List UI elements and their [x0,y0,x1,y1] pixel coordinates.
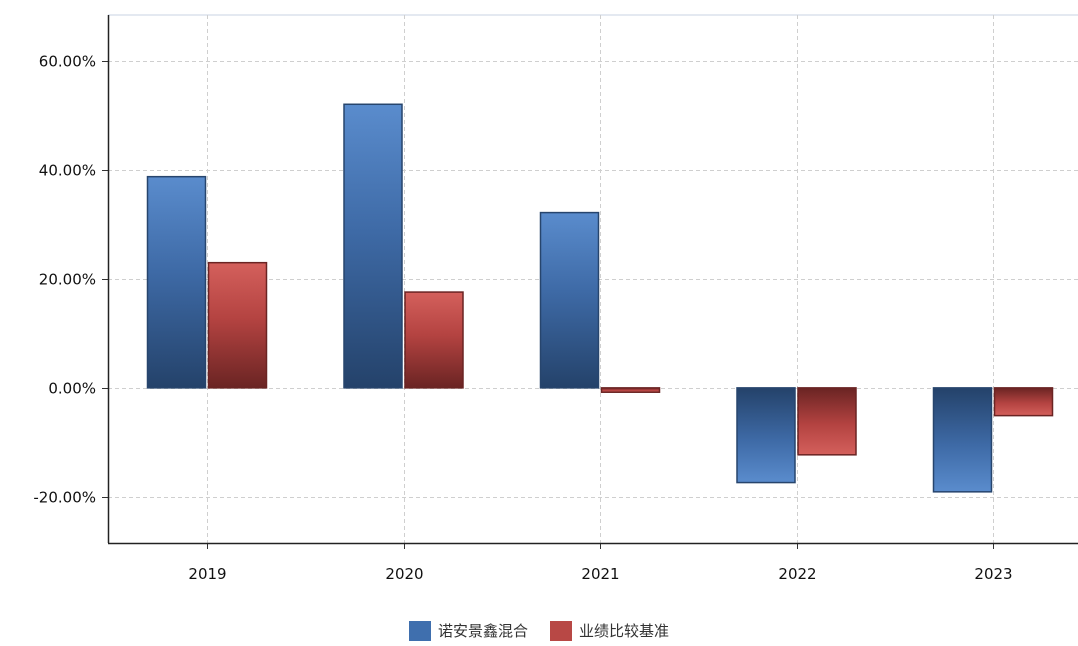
x-tick-label: 2022 [778,565,816,583]
legend-label-series-1: 诺安景鑫混合 [437,622,528,640]
y-tick-label: 60.00% [39,53,96,71]
bars-layer [146,103,1054,493]
legend-swatch-series-1 [408,620,431,641]
x-tick-label: 2020 [385,565,423,583]
legend-item-series-1[interactable]: 诺安景鑫混合 [408,620,528,641]
grid-layer [108,14,1078,543]
x-tick-label: 2019 [188,565,226,583]
bar-benchmark-2022[interactable] [797,387,857,456]
x-tick-label: 2023 [974,565,1012,583]
y-tick-label: 20.00% [39,271,96,289]
bar-fund-2020[interactable] [343,103,403,389]
y-tick-label: -20.00% [33,489,96,507]
bar-fund-2023[interactable] [932,387,993,493]
legend: 诺安景鑫混合 业绩比较基准 [0,620,1078,641]
legend-swatch-series-2 [550,620,572,641]
legend-item-series-2[interactable]: 业绩比较基准 [550,620,669,641]
bar-fund-2021[interactable] [539,211,600,389]
bar-benchmark-2021[interactable] [600,387,661,393]
y-tick-label: 0.00% [48,380,96,398]
legend-label-series-2: 业绩比较基准 [579,622,670,640]
x-tick-label: 2021 [581,565,619,583]
y-tick-label: 40.00% [39,162,96,180]
bar-benchmark-2019[interactable] [207,261,268,389]
labels-layer: -20.00% 0.00% 20.00% 40.00% 60.00% 2019 2020 20… [33,53,1012,584]
bar-benchmark-2020[interactable] [404,291,464,389]
axes-layer [102,15,1078,549]
bar-fund-2022[interactable] [736,387,796,484]
bar-benchmark-2023[interactable] [993,387,1054,417]
bar-fund-2019[interactable] [146,175,207,389]
